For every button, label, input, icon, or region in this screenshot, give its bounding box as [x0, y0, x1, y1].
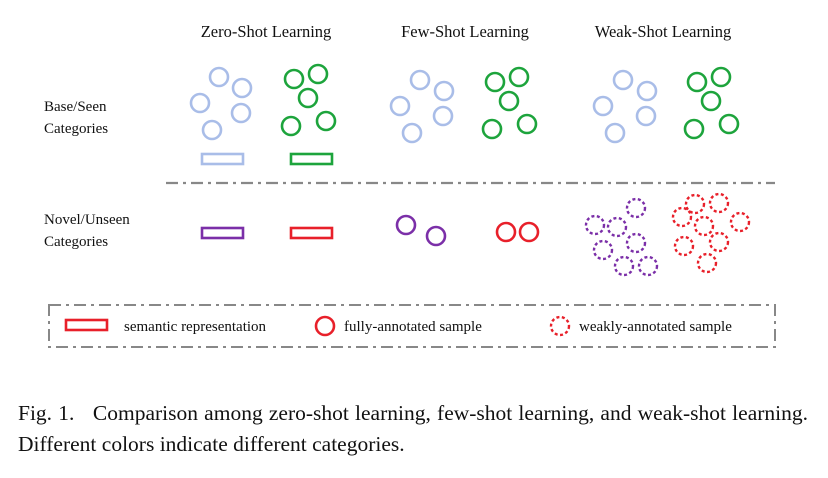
caption-text: Comparison among zero-shot learning, few…	[18, 401, 808, 456]
legend-fully-annotated-label: fully-annotated sample	[344, 319, 482, 335]
weak-shot-novel-category-2-weak-samples	[671, 192, 751, 274]
legend-semantic-representation-label: semantic representation	[124, 319, 267, 335]
caption-label: Fig. 1.	[18, 401, 75, 425]
legend-fully-annotated-icon	[314, 315, 336, 337]
figure-caption: Fig. 1. Comparison among zero-shot learn…	[18, 398, 808, 460]
weak-shot-base-category-2-samples	[683, 66, 740, 140]
few-shot-base-category-2-samples	[481, 66, 538, 140]
row-label-base-line2: Categories	[44, 121, 108, 137]
zero-shot-base-category-2-samples	[280, 63, 337, 137]
weak-shot-novel-category-1-weak-samples	[584, 197, 659, 277]
few-shot-novel-category-2-samples	[495, 221, 540, 243]
zero-shot-base-category-1-samples	[189, 66, 253, 141]
few-shot-base-category-1-samples	[389, 69, 455, 144]
weak-shot-base-category-1-samples	[592, 69, 658, 144]
column-header-weak-shot: Weak-Shot Learning	[595, 22, 732, 41]
zero-shot-base-semantic-representation-1	[200, 152, 245, 166]
zero-shot-novel-semantic-representation-1	[200, 226, 245, 240]
column-header-zero-shot: Zero-Shot Learning	[201, 22, 332, 41]
legend-box	[48, 304, 776, 348]
row-label-base-line1: Base/Seen	[44, 99, 107, 115]
legend-semantic-representation-icon	[64, 318, 109, 332]
column-header-few-shot: Few-Shot Learning	[401, 22, 529, 41]
few-shot-novel-category-1-samples	[395, 214, 447, 247]
zero-shot-base-semantic-representation-2	[289, 152, 334, 166]
legend-weakly-annotated-icon	[549, 315, 571, 337]
row-label-novel-line2: Categories	[44, 234, 108, 250]
comparison-diagram: Zero-Shot Learning Few-Shot Learning Wea…	[44, 22, 776, 348]
row-label-novel-line1: Novel/Unseen	[44, 212, 130, 228]
zero-shot-novel-semantic-representation-2	[289, 226, 334, 240]
legend-weakly-annotated-label: weakly-annotated sample	[579, 319, 732, 335]
